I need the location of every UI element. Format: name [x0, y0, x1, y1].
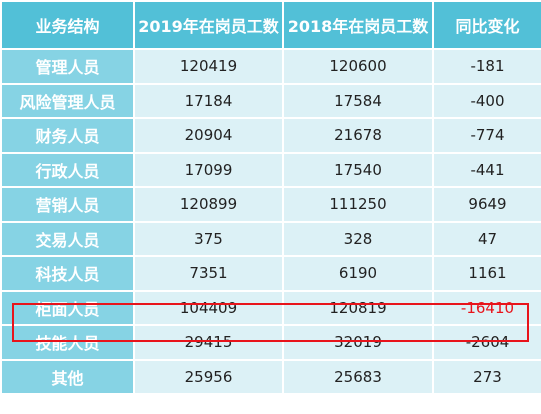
row-label: 技能人员 — [0, 324, 135, 361]
data-cell: 120819 — [282, 289, 434, 326]
table-header: 业务结构 2019年在岗员工数 2018年在岗员工数 同比变化 — [0, 0, 541, 50]
table-row: 财务人员 20904 21678 -774 — [0, 117, 541, 154]
row-label: 营销人员 — [0, 186, 135, 223]
table-row: 行政人员 17099 17540 -441 — [0, 151, 541, 188]
table-row: 营销人员 120899 111250 9649 — [0, 186, 541, 223]
table-row: 交易人员 375 328 47 — [0, 220, 541, 257]
data-cell: 17540 — [282, 151, 434, 188]
data-cell: 375 — [133, 220, 284, 257]
data-cell: 111250 — [282, 186, 434, 223]
header-cell: 2019年在岗员工数 — [133, 0, 284, 50]
data-cell: 328 — [282, 220, 434, 257]
data-cell: 6190 — [282, 255, 434, 292]
data-cell: 17099 — [133, 151, 284, 188]
data-cell: -400 — [432, 82, 541, 119]
data-cell: 1161 — [432, 255, 541, 292]
row-label: 财务人员 — [0, 117, 135, 154]
header-cell: 业务结构 — [0, 0, 135, 50]
data-cell: 47 — [432, 220, 541, 257]
data-cell: 29415 — [133, 324, 284, 361]
data-cell: -441 — [432, 151, 541, 188]
table-row: 科技人员 7351 6190 1161 — [0, 255, 541, 292]
data-cell: 17584 — [282, 82, 434, 119]
header-cell: 同比变化 — [432, 0, 541, 50]
data-cell: -16410 — [432, 289, 541, 326]
row-label: 交易人员 — [0, 220, 135, 257]
data-cell: 273 — [432, 358, 541, 395]
row-label: 管理人员 — [0, 48, 135, 85]
data-cell: 120600 — [282, 48, 434, 85]
table-row: 其他 25956 25683 273 — [0, 358, 541, 395]
table-body: 管理人员 120419 120600 -181 风险管理人员 17184 17584 -400… — [0, 48, 541, 395]
data-cell: 7351 — [133, 255, 284, 292]
header-cell: 2018年在岗员工数 — [282, 0, 434, 50]
row-label: 柜面人员 — [0, 289, 135, 326]
data-cell: 120899 — [133, 186, 284, 223]
row-label: 科技人员 — [0, 255, 135, 292]
table-row: 风险管理人员 17184 17584 -400 — [0, 82, 541, 119]
data-cell: 20904 — [133, 117, 284, 154]
header-row: 业务结构 2019年在岗员工数 2018年在岗员工数 同比变化 — [0, 0, 541, 50]
data-cell: 104409 — [133, 289, 284, 326]
data-cell: 25956 — [133, 358, 284, 395]
row-label: 其他 — [0, 358, 135, 395]
table-row: 管理人员 120419 120600 -181 — [0, 48, 541, 85]
row-label: 风险管理人员 — [0, 82, 135, 119]
data-cell: 25683 — [282, 358, 434, 395]
data-cell: 17184 — [133, 82, 284, 119]
staff-table: 业务结构 2019年在岗员工数 2018年在岗员工数 同比变化 管理人员 120419 1… — [0, 0, 541, 395]
data-cell: -181 — [432, 48, 541, 85]
row-label: 行政人员 — [0, 151, 135, 188]
data-cell: -2604 — [432, 324, 541, 361]
data-cell: 120419 — [133, 48, 284, 85]
data-cell: -774 — [432, 117, 541, 154]
data-cell: 9649 — [432, 186, 541, 223]
table-row: 技能人员 29415 32019 -2604 — [0, 324, 541, 361]
table-row: 柜面人员 104409 120819 -16410 — [0, 289, 541, 326]
data-cell: 32019 — [282, 324, 434, 361]
data-cell: 21678 — [282, 117, 434, 154]
